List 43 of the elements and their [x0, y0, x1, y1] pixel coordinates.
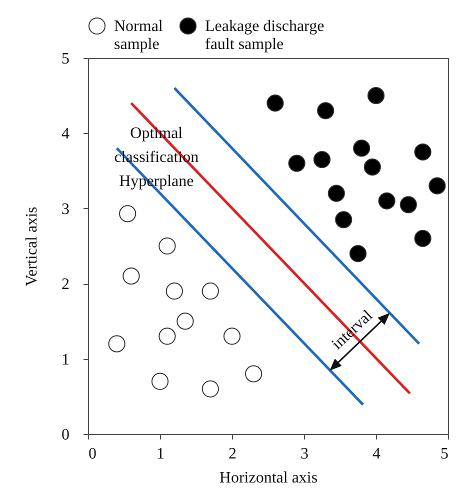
point	[400, 196, 417, 214]
y-tick-label: 3	[62, 200, 70, 218]
point	[313, 150, 331, 168]
y-tick-label: 4	[62, 126, 70, 143]
point	[119, 205, 136, 222]
point	[158, 237, 176, 255]
point	[428, 177, 446, 194]
point	[202, 282, 219, 300]
point	[335, 211, 352, 228]
x-tick-label: 4	[372, 446, 380, 462]
point	[288, 154, 306, 172]
y-axis-title: Vertical axis	[24, 206, 40, 286]
y-tick-label: 2	[62, 276, 70, 294]
point	[317, 102, 334, 120]
point	[414, 230, 432, 248]
point	[108, 335, 126, 352]
x-tick-label: 2	[228, 446, 236, 462]
point	[202, 380, 219, 398]
point	[158, 328, 176, 345]
legend-label: Normal sample	[114, 18, 164, 53]
x-tick-label: 0	[88, 446, 96, 462]
point	[266, 94, 284, 112]
x-tick-label: 1	[156, 446, 164, 462]
point	[378, 192, 396, 210]
point	[364, 158, 381, 176]
point	[328, 184, 345, 202]
point	[245, 365, 262, 382]
point	[353, 140, 370, 157]
x-tick-label: 5	[440, 446, 448, 462]
point	[349, 244, 367, 262]
point	[223, 328, 241, 345]
point	[414, 143, 432, 161]
y-tick-label: 5	[62, 50, 70, 68]
point	[151, 372, 169, 390]
point	[367, 87, 385, 104]
point	[176, 312, 194, 330]
x-tick-label: 3	[300, 446, 308, 462]
legend-label: Leakage discharge fault sample	[205, 18, 324, 53]
y-tick-label: 1	[62, 351, 70, 368]
point	[166, 282, 183, 300]
y-tick-label: 0	[62, 426, 70, 444]
point	[122, 268, 140, 285]
x-axis-title: Horizontal axis	[219, 470, 318, 486]
